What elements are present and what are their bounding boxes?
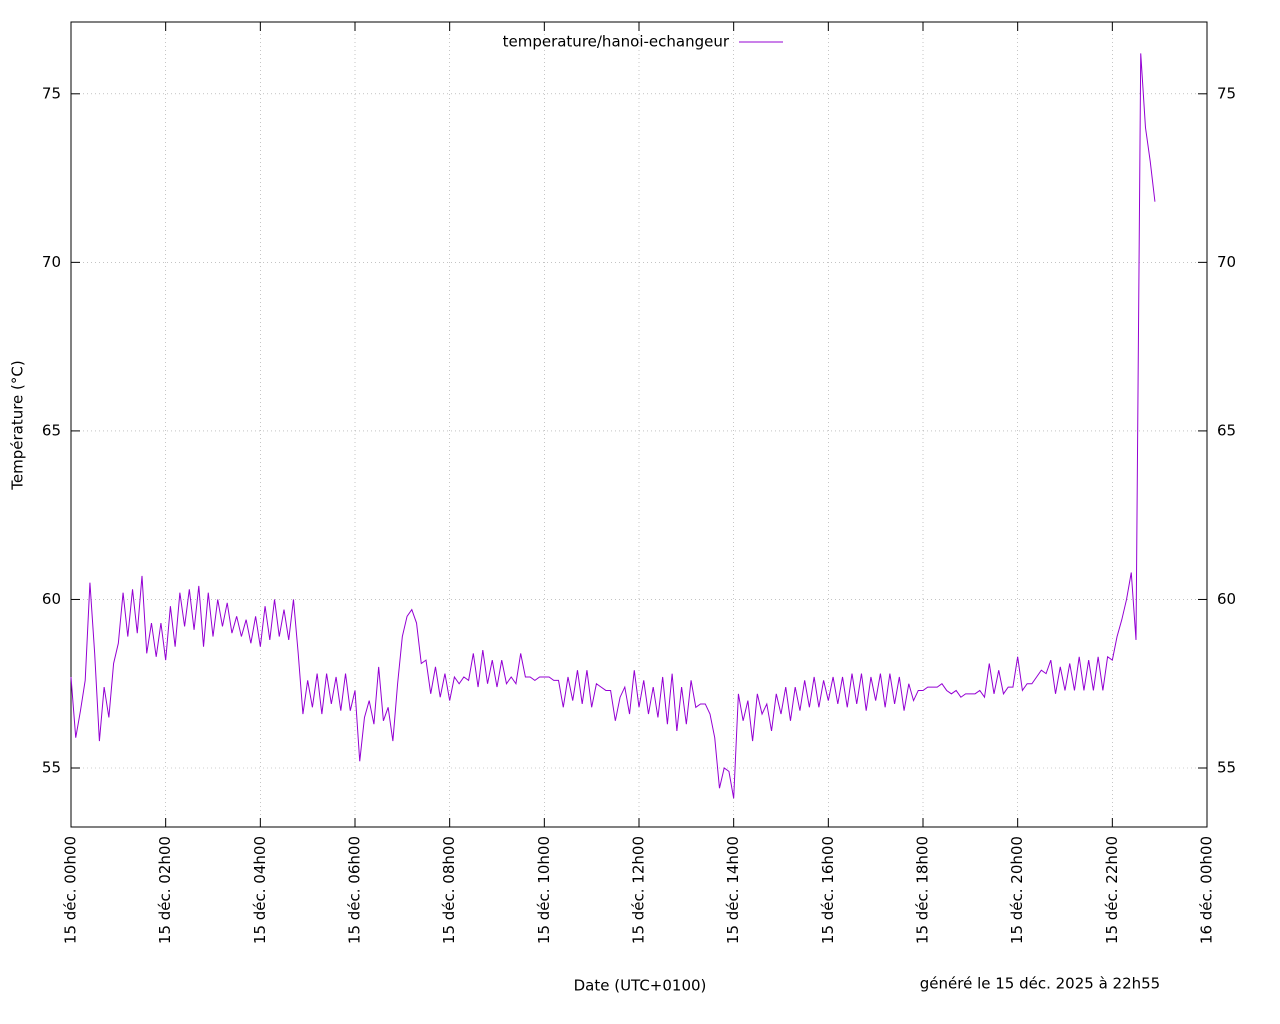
x-tick-label: 15 déc. 18h00 xyxy=(914,836,932,944)
data-line xyxy=(70,53,1156,799)
x-tick-label: 16 déc. 00h00 xyxy=(1198,836,1216,944)
x-tick-label: 15 déc. 02h00 xyxy=(156,836,174,944)
y-tick-label: 60 xyxy=(42,590,61,608)
legend-label: temperature/hanoi-echangeur xyxy=(503,33,730,51)
x-tick-label: 15 déc. 20h00 xyxy=(1008,836,1026,944)
plot-frame xyxy=(70,21,1208,828)
x-tick-label: 15 déc. 06h00 xyxy=(346,836,364,944)
y2-tick-label: 60 xyxy=(1217,590,1236,608)
x-tick-label: 15 déc. 22h00 xyxy=(1103,836,1121,944)
x-tick-label: 15 déc. 16h00 xyxy=(819,836,837,944)
x-tick-label: 15 déc. 08h00 xyxy=(440,836,458,944)
x-tick-label: 15 déc. 12h00 xyxy=(630,836,648,944)
annotation: généré le 15 déc. 2025 à 22h55 xyxy=(920,975,1160,993)
x-tick-label: 15 déc. 10h00 xyxy=(535,836,553,944)
x-axis-label: Date (UTC+0100) xyxy=(574,977,707,995)
x-tick-label: 15 déc. 14h00 xyxy=(724,836,742,944)
y-tick-label: 65 xyxy=(42,421,61,439)
y2-tick-label: 70 xyxy=(1217,253,1236,271)
y-tick-label: 55 xyxy=(42,759,61,777)
y2-tick-label: 55 xyxy=(1217,759,1236,777)
y2-tick-label: 75 xyxy=(1217,84,1236,102)
y2-tick-label: 65 xyxy=(1217,421,1236,439)
y-axis-label: Température (°C) xyxy=(9,360,27,490)
y-tick-label: 75 xyxy=(42,84,61,102)
x-tick-label: 15 déc. 04h00 xyxy=(251,836,269,944)
x-tick-label: 15 déc. 00h00 xyxy=(62,836,80,944)
y-tick-label: 70 xyxy=(42,253,61,271)
